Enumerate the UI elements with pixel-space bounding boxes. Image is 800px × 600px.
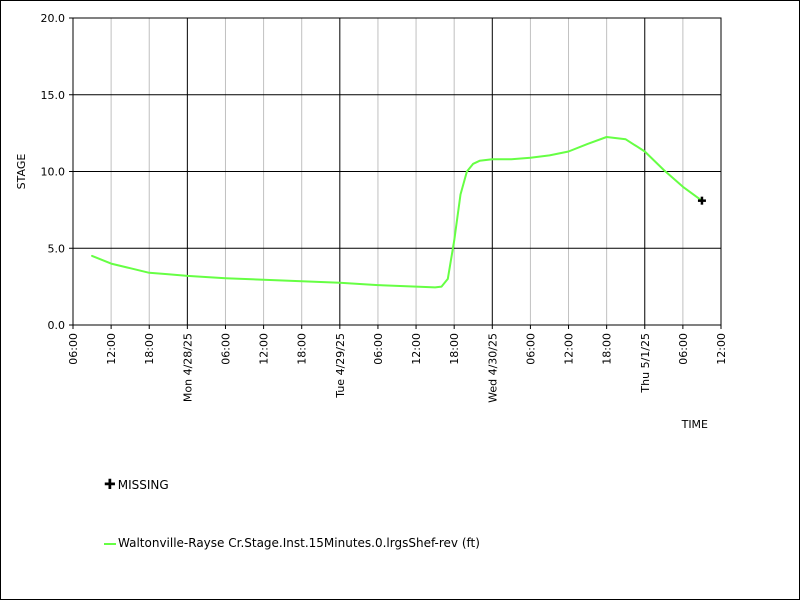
- x-tick-label: 18:00: [601, 333, 614, 365]
- x-tick-label: 12:00: [410, 333, 423, 365]
- x-axis-title: TIME: [681, 418, 708, 431]
- x-tick-label: Tue 4/29/25: [334, 333, 347, 399]
- y-tick-label: 15.0: [41, 89, 66, 102]
- x-tick-label: 18:00: [143, 333, 156, 365]
- x-tick-label: 18:00: [448, 333, 461, 365]
- x-tick-label: 12:00: [105, 333, 118, 365]
- missing-cross-icon: ✚: [104, 477, 116, 493]
- legend-item-series: Waltonville-Rayse Cr.Stage.Inst.15Minute…: [104, 536, 480, 550]
- x-tick-label: Mon 4/28/25: [181, 333, 194, 402]
- x-tick-label: Thu 5/1/25: [639, 333, 652, 394]
- x-tick-label: 12:00: [715, 333, 728, 365]
- y-tick-label: 5.0: [48, 242, 66, 255]
- y-tick-label: 0.0: [48, 319, 66, 332]
- y-tick-label: 10.0: [41, 166, 66, 179]
- x-tick-label: 12:00: [563, 333, 576, 365]
- y-tick-label: 20.0: [41, 12, 66, 25]
- series-line-swatch-icon: [104, 542, 116, 545]
- x-tick-label: 18:00: [296, 333, 309, 365]
- legend-missing-label: MISSING: [117, 478, 169, 492]
- x-tick-label: Wed 4/30/25: [486, 333, 499, 403]
- legend-series-label: Waltonville-Rayse Cr.Stage.Inst.15Minute…: [118, 536, 480, 550]
- x-tick-label: 12:00: [258, 333, 271, 365]
- legend-item-missing: ✚ MISSING: [104, 477, 169, 493]
- x-tick-label: 06:00: [372, 333, 385, 365]
- plot-border: [72, 17, 722, 326]
- x-tick-label: 06:00: [677, 333, 690, 365]
- series-line: [91, 136, 703, 289]
- x-tick-label: 06:00: [67, 333, 80, 365]
- x-tick-label: 06:00: [524, 333, 537, 365]
- y-axis-title: STAGE: [15, 154, 28, 190]
- x-tick-label: 06:00: [219, 333, 232, 365]
